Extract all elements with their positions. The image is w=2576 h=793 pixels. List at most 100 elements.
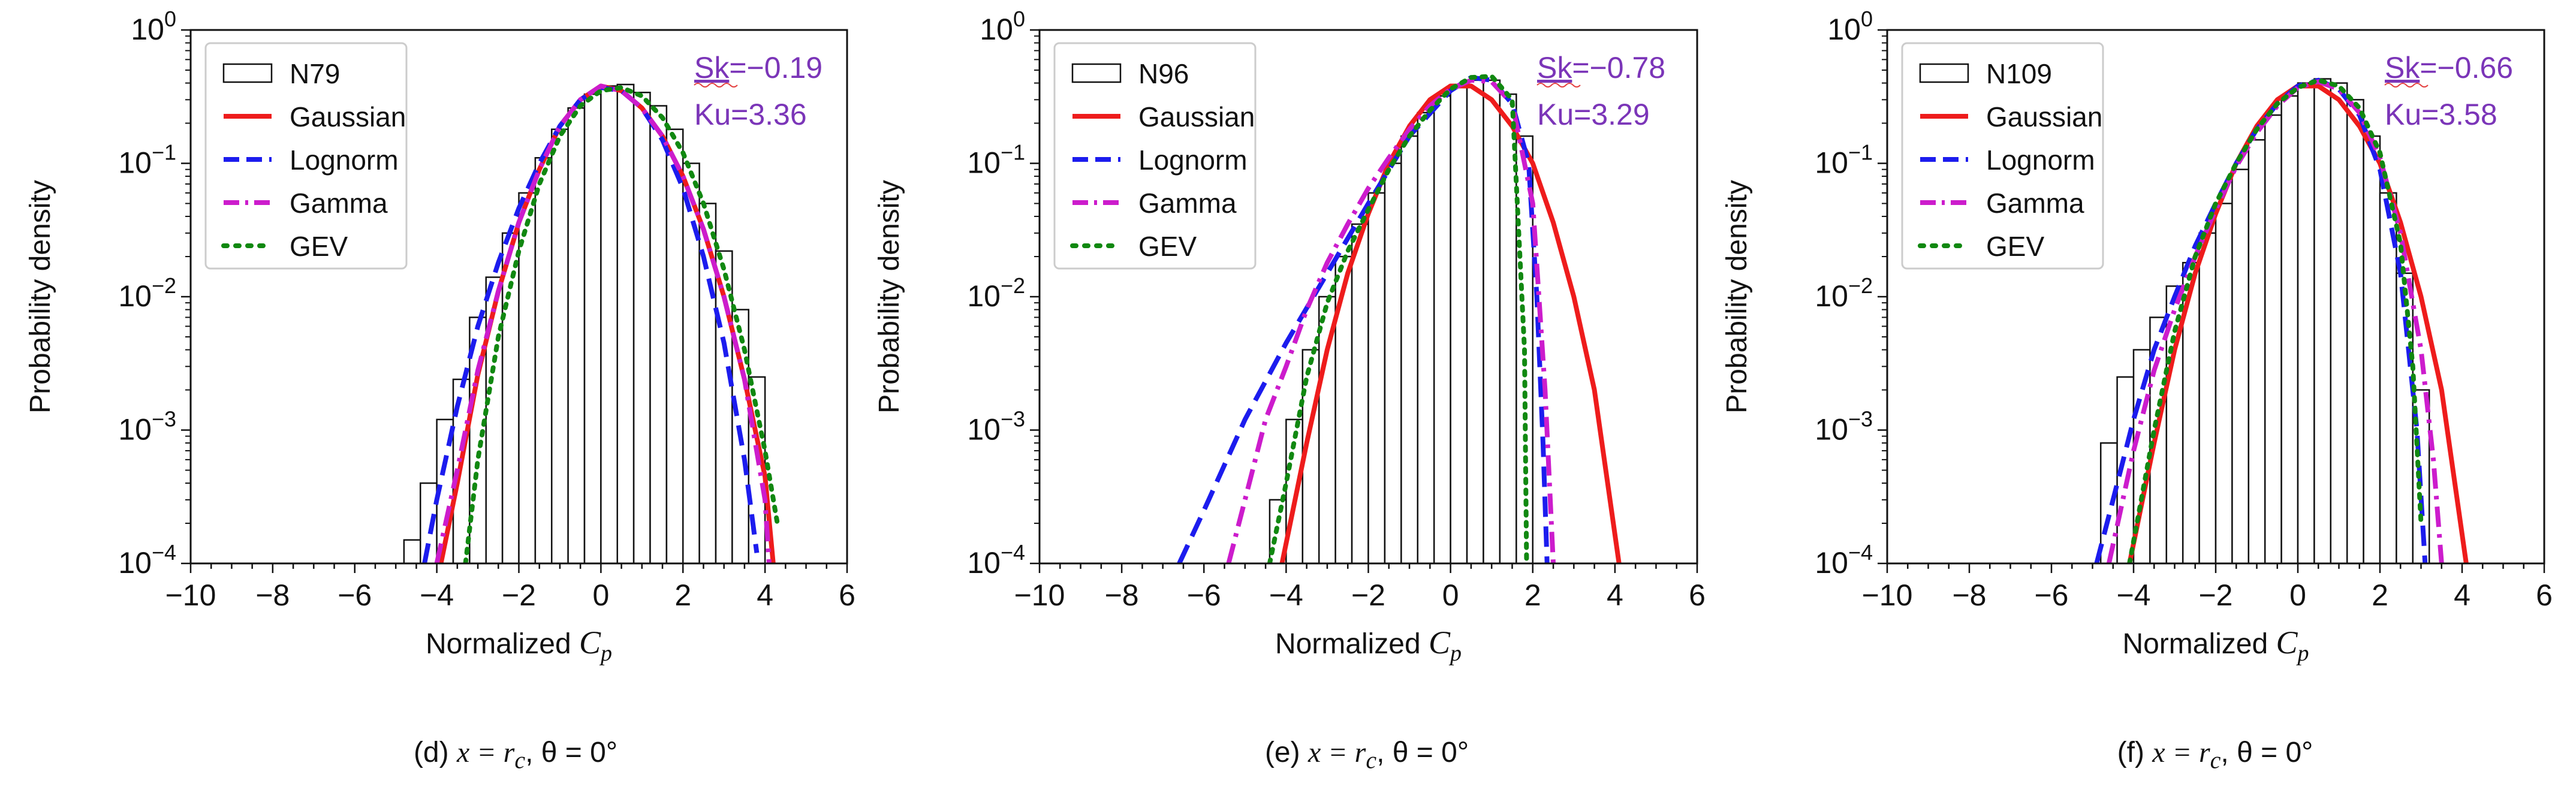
- y-tick-label: 10−1: [118, 140, 176, 180]
- legend: N96 Gaussian Lognorm Gamma GEV: [1053, 42, 1257, 270]
- y-tick-base: 10: [118, 413, 152, 447]
- x-tick-label: −2: [1351, 578, 1385, 612]
- legend: N79 Gaussian Lognorm Gamma GEV: [204, 42, 408, 270]
- legend-label: N79: [290, 58, 340, 89]
- x-tick-label: −6: [2034, 578, 2068, 612]
- legend-box: [204, 42, 408, 270]
- x-tick-label: −2: [502, 578, 536, 612]
- y-tick-exponent: 0: [1013, 7, 1025, 31]
- x-tick-label: −6: [338, 578, 372, 612]
- y-tick-label: 10−4: [1815, 540, 1873, 580]
- histogram-bar: [2363, 135, 2381, 563]
- x-axis-label: Normalized Cp: [1275, 625, 1462, 666]
- x-axis-label-math: C: [579, 625, 601, 661]
- series-gamma-line: [434, 83, 772, 563]
- panel-f-caption: (f) x = rc, θ = 0°: [2117, 737, 2313, 774]
- x-axis-label-text: Normalized: [426, 628, 579, 660]
- y-tick-base: 10: [1815, 546, 1848, 580]
- y-tick-exponent: −4: [152, 540, 176, 565]
- series-lognorm-line: [1177, 75, 1550, 563]
- kurtosis-annotation: Ku=3.58: [2385, 98, 2497, 131]
- y-tick-base: 10: [967, 279, 1001, 313]
- histogram-bar: [600, 85, 618, 563]
- legend-swatch-histogram: [1919, 63, 1969, 83]
- histogram-bar: [403, 539, 421, 563]
- x-tick-label: 2: [674, 578, 691, 612]
- fit-curves: [422, 83, 780, 563]
- y-tick-base: 10: [967, 146, 1001, 180]
- y-tick-exponent: −2: [1848, 273, 1873, 298]
- y-tick-exponent: −3: [1001, 407, 1025, 432]
- y-tick-exponent: 0: [1861, 7, 1873, 31]
- y-tick-base: 10: [967, 413, 1001, 447]
- y-tick-exponent: −2: [1001, 273, 1025, 298]
- histogram-bar: [1351, 223, 1369, 563]
- histogram-bar: [2346, 99, 2364, 563]
- x-tick-label: 4: [1607, 578, 1623, 612]
- y-tick-label: 100: [1827, 7, 1873, 46]
- y-tick-base: 10: [1815, 413, 1848, 447]
- histogram-bar: [2313, 78, 2332, 563]
- x-axis-label: Normalized Cp: [2122, 625, 2309, 666]
- x-axis-label-text: Normalized: [2122, 628, 2276, 660]
- histogram-bar: [2247, 139, 2266, 563]
- skewness-annotation: Sk=−0.66: [2385, 51, 2513, 85]
- y-tick-exponent: −1: [1848, 140, 1873, 165]
- legend-label: GEV: [1986, 231, 2044, 262]
- x-tick-label: −8: [1105, 578, 1139, 612]
- y-tick-exponent: −4: [1848, 540, 1873, 565]
- legend-label: GEV: [1138, 231, 1197, 262]
- x-tick-label: 0: [1442, 578, 1459, 612]
- panel-d-caption: (d) x = rc, θ = 0°: [413, 737, 618, 774]
- histogram: [1269, 79, 1533, 563]
- x-tick-label: −10: [1014, 578, 1065, 612]
- y-tick-label: 10−1: [1815, 140, 1873, 180]
- x-tick-label: 0: [2289, 578, 2306, 612]
- legend-label: Gaussian: [1138, 101, 1255, 132]
- kurtosis-annotation: Ku=3.36: [694, 98, 807, 131]
- y-tick-base: 10: [1815, 146, 1848, 180]
- legend-label: Gamma: [1138, 188, 1237, 219]
- y-tick-exponent: −1: [152, 140, 176, 165]
- x-tick-label: 4: [757, 578, 773, 612]
- x-tick-label: 6: [1689, 578, 1706, 612]
- histogram-bar: [1417, 111, 1435, 563]
- y-tick-label: 10−1: [967, 140, 1025, 180]
- histogram-bar: [632, 91, 651, 563]
- legend-box: [1901, 42, 2104, 270]
- y-tick-label: 10−2: [1815, 273, 1873, 313]
- x-axis-label-math: C: [1429, 625, 1451, 661]
- y-tick-label: 100: [980, 7, 1025, 46]
- panel-f: −10 −8 −6 −4 −2 0 2 4 610−410−310−210−1100Normal…: [1721, 7, 2553, 666]
- histogram-bar: [1483, 79, 1501, 563]
- y-tick-base: 10: [118, 279, 152, 313]
- y-tick-base: 10: [1815, 279, 1848, 313]
- kurtosis-annotation: Ku=3.29: [1537, 98, 1650, 131]
- series-gev-line: [1267, 74, 1529, 563]
- y-tick-exponent: −1: [1001, 140, 1025, 165]
- x-tick-label: −6: [1187, 578, 1221, 612]
- panel-d: −10 −8 −6 −4 −2 0 2 4 610−410−310−210−1100Normal…: [25, 7, 855, 666]
- y-tick-exponent: −2: [152, 273, 176, 298]
- x-axis-label-text: Normalized: [1275, 628, 1429, 660]
- x-axis-label-sub: p: [1448, 641, 1462, 666]
- histogram-bar: [2198, 232, 2217, 563]
- y-tick-base: 10: [131, 13, 164, 46]
- spellcheck-squiggle: [694, 83, 738, 88]
- y-tick-label: 10−3: [118, 407, 176, 447]
- histogram-bar: [1450, 85, 1468, 563]
- legend-swatch-histogram: [222, 63, 273, 83]
- skewness-value: =−0.66: [2420, 51, 2513, 85]
- series-gamma-line: [1226, 77, 1556, 563]
- histogram-bar: [2264, 114, 2282, 563]
- y-tick-exponent: −3: [152, 407, 176, 432]
- histogram-bar: [1433, 95, 1451, 563]
- legend-label: Lognorm: [1138, 144, 1248, 176]
- legend-swatch-histogram: [1071, 63, 1122, 83]
- series-gaussian-line: [1279, 83, 1622, 563]
- skewness-annotation: Sk=−0.19: [694, 51, 822, 85]
- y-tick-base: 10: [980, 13, 1013, 46]
- x-tick-label: −4: [1269, 578, 1303, 612]
- x-tick-label: −10: [165, 578, 216, 612]
- histogram-bar: [567, 107, 586, 563]
